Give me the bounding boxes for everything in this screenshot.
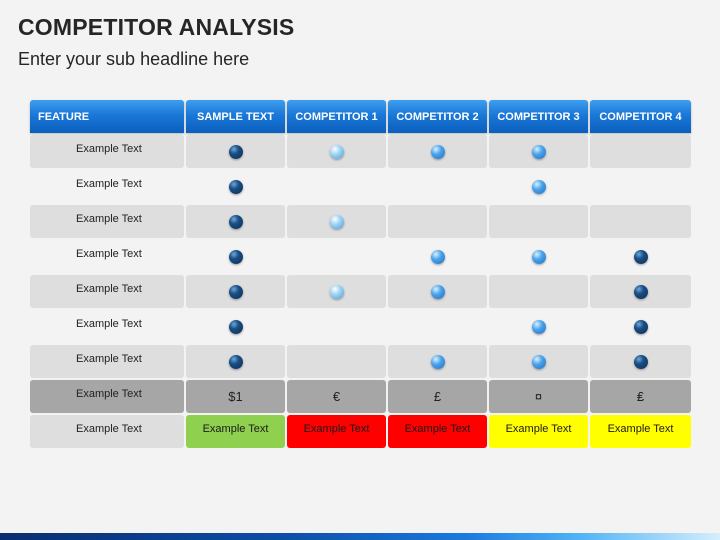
bullet-dot-mid-icon — [430, 354, 445, 369]
table-cell — [186, 205, 285, 238]
table-cell — [590, 310, 691, 343]
bullet-dot-dark-icon — [633, 354, 648, 369]
feature-label: Example Text — [76, 247, 142, 260]
feature-label: Example Text — [76, 317, 142, 330]
feature-label: Example Text — [76, 177, 142, 190]
header-sample-text: SAMPLE TEXT — [186, 100, 285, 133]
bullet-dot-light-icon — [329, 214, 344, 229]
table-cell — [590, 205, 691, 238]
bullet-dot-mid-icon — [531, 179, 546, 194]
status-row-label: Example Text — [30, 415, 184, 448]
header-competitor-1: COMPETITOR 1 — [287, 100, 386, 133]
header-competitor-4: COMPETITOR 4 — [590, 100, 691, 133]
price-cell: € — [287, 380, 386, 413]
price-cell: ₤ — [590, 380, 691, 413]
bullet-dot-mid-icon — [531, 319, 546, 334]
table-cell — [489, 135, 588, 168]
table-cell — [186, 275, 285, 308]
header-feature: FEATURE — [30, 100, 184, 133]
bullet-dot-mid-icon — [531, 354, 546, 369]
table-cell — [489, 310, 588, 343]
table-cell — [388, 310, 487, 343]
feature-label: Example Text — [30, 205, 184, 238]
bullet-dot-dark-icon — [228, 354, 243, 369]
table-cell — [489, 275, 588, 308]
table-cell — [590, 275, 691, 308]
table-cell — [388, 240, 487, 273]
bullet-dot-dark-icon — [633, 249, 648, 264]
table-cell — [590, 170, 691, 203]
status-cell: Example Text — [186, 415, 285, 448]
table-cell — [388, 135, 487, 168]
price-cell: £ — [388, 380, 487, 413]
status-cell: Example Text — [388, 415, 487, 448]
bullet-dot-mid-icon — [531, 249, 546, 264]
status-cell: Example Text — [287, 415, 386, 448]
feature-label: Example Text — [30, 275, 184, 308]
table-cell — [489, 170, 588, 203]
bullet-dot-mid-icon — [430, 144, 445, 159]
table-cell — [388, 205, 487, 238]
bullet-dot-light-icon — [329, 144, 344, 159]
table-cell — [287, 310, 386, 343]
table-cell — [186, 310, 285, 343]
bullet-dot-mid-icon — [531, 144, 546, 159]
price-cell: ¤ — [489, 380, 588, 413]
table-cell — [590, 135, 691, 168]
bullet-dot-mid-icon — [430, 284, 445, 299]
price-row-label: Example Text — [30, 380, 184, 413]
bullet-dot-dark-icon — [228, 284, 243, 299]
table-cell — [590, 240, 691, 273]
feature-label: Example Text — [30, 345, 184, 378]
table-cell — [186, 135, 285, 168]
table-cell — [287, 345, 386, 378]
bullet-dot-dark-icon — [228, 249, 243, 264]
table-cell — [388, 345, 487, 378]
bullet-dot-mid-icon — [430, 249, 445, 264]
table-cell — [590, 345, 691, 378]
bullet-dot-dark-icon — [228, 179, 243, 194]
header-competitor-3: COMPETITOR 3 — [489, 100, 588, 133]
table-cell — [388, 275, 487, 308]
table-cell — [287, 205, 386, 238]
table-cell — [388, 170, 487, 203]
table-cell — [287, 275, 386, 308]
table-cell — [287, 240, 386, 273]
slide-subtitle: Enter your sub headline here — [18, 49, 250, 69]
competitor-table: FEATURE SAMPLE TEXT COMPETITOR 1 COMPETI… — [30, 100, 691, 448]
feature-label: Example Text — [30, 135, 184, 168]
bullet-dot-light-icon — [329, 284, 344, 299]
bullet-dot-dark-icon — [633, 319, 648, 334]
status-cell: Example Text — [590, 415, 691, 448]
footer-gradient-bar — [0, 533, 720, 540]
bullet-dot-dark-icon — [633, 284, 648, 299]
table-cell — [489, 345, 588, 378]
table-cell — [186, 240, 285, 273]
bullet-dot-dark-icon — [228, 319, 243, 334]
bullet-dot-dark-icon — [228, 214, 243, 229]
table-cell — [489, 205, 588, 238]
price-cell: $1 — [186, 380, 285, 413]
table-cell — [489, 240, 588, 273]
status-cell: Example Text — [489, 415, 588, 448]
table-cell — [186, 170, 285, 203]
header-competitor-2: COMPETITOR 2 — [388, 100, 487, 133]
bullet-dot-dark-icon — [228, 144, 243, 159]
table-cell — [287, 170, 386, 203]
slide-title: COMPETITOR ANALYSIS — [18, 14, 295, 40]
table-cell — [287, 135, 386, 168]
table-cell — [186, 345, 285, 378]
